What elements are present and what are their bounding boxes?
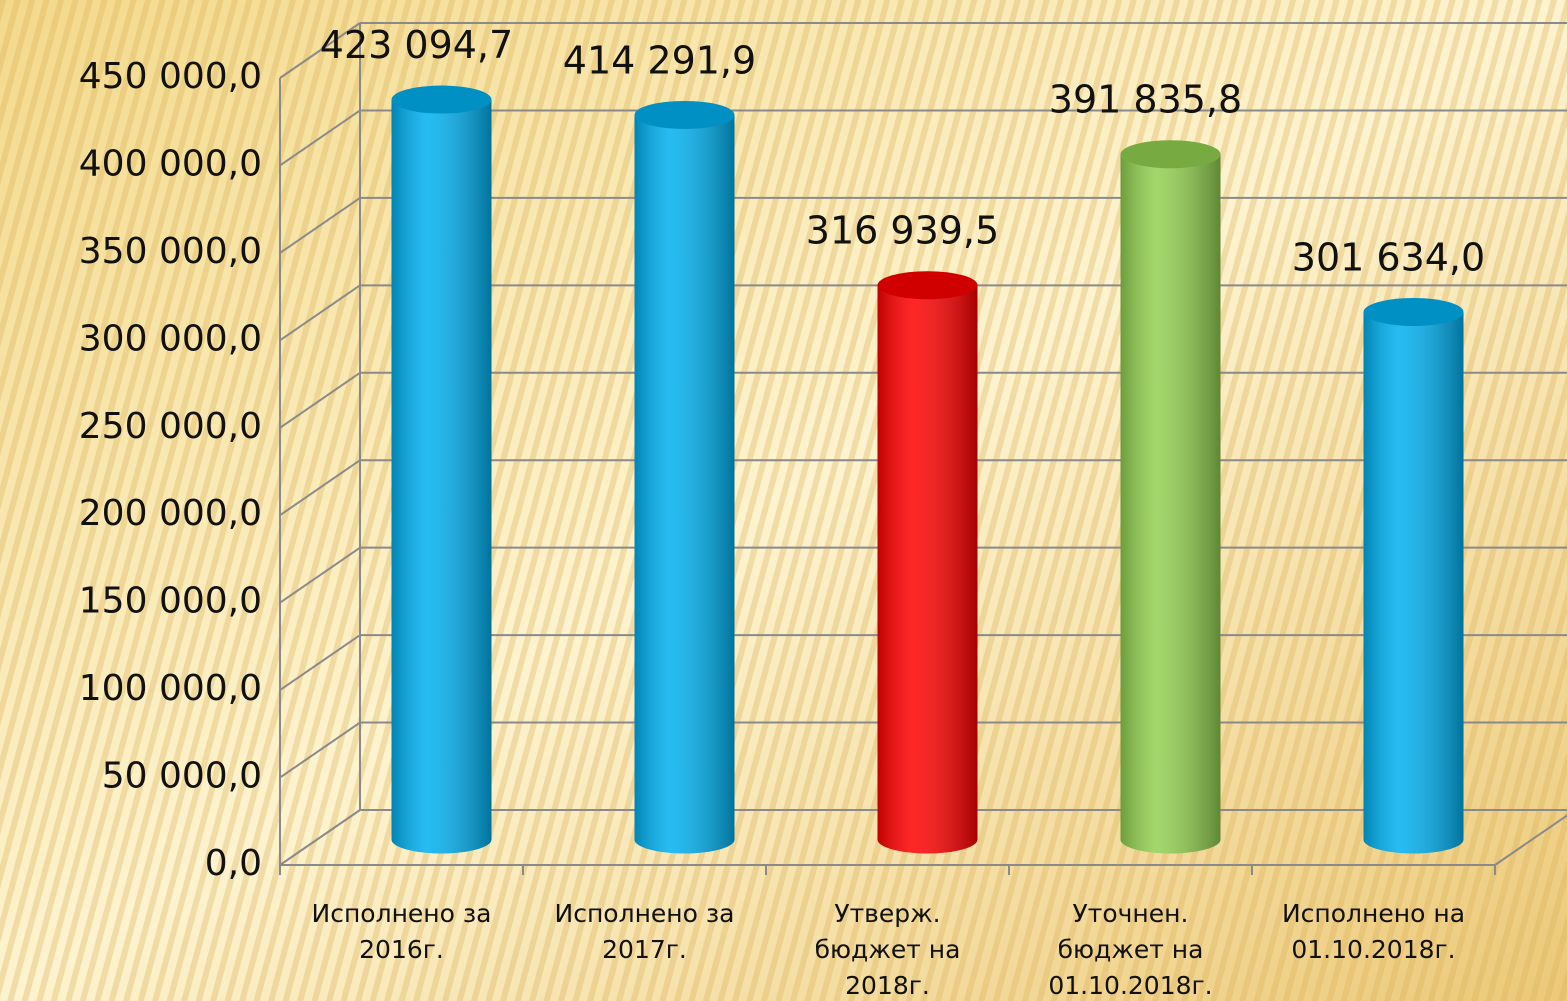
- bar-top-shade: [1120, 140, 1221, 169]
- x-tick-label: Утверж.: [834, 899, 940, 928]
- grid-line: [279, 22, 361, 79]
- y-tick-label: 300 000,0: [79, 318, 262, 359]
- x-tick-label: 2017г.: [602, 935, 687, 964]
- x-tick-label: Уточнен.: [1073, 899, 1189, 928]
- x-tick-label: бюджет на: [815, 935, 961, 964]
- y-tick-label: 100 000,0: [79, 668, 262, 709]
- bar-top: [877, 271, 978, 300]
- bar-shade: [877, 285, 978, 840]
- y-tick-label: 400 000,0: [79, 143, 262, 184]
- x-tick-label: бюджет на: [1058, 935, 1204, 964]
- x-tick-label: Исполнено на: [1282, 899, 1465, 928]
- bar-top: [1363, 297, 1464, 326]
- value-label: 301 634,0: [1292, 235, 1485, 279]
- grid-line: [279, 721, 361, 779]
- value-label: 423 094,7: [320, 23, 513, 67]
- value-label: 414 291,9: [563, 38, 756, 82]
- bar-top: [391, 85, 492, 114]
- grid-line: [279, 459, 361, 517]
- grid-line: [279, 371, 361, 429]
- floor-right: [1494, 814, 1567, 866]
- x-tick-label: 01.10.2018г.: [1291, 935, 1455, 964]
- bar-top: [634, 100, 735, 129]
- bar-shade: [1120, 154, 1221, 840]
- bar-shade: [391, 99, 492, 840]
- x-tick-label: 2018г.: [845, 971, 930, 1000]
- value-label: 316 939,5: [806, 209, 999, 253]
- grid-line: [279, 546, 361, 604]
- y-tick-label: 200 000,0: [79, 493, 262, 534]
- grid-line: [279, 284, 361, 342]
- grid-line: [279, 809, 361, 866]
- grid-line: [279, 634, 361, 691]
- bar-top-shade: [1363, 297, 1464, 326]
- bar-shade: [1363, 311, 1464, 840]
- x-tick-label: 2016г.: [359, 935, 444, 964]
- grid-line: [279, 109, 361, 167]
- x-tick-label: 01.10.2018г.: [1048, 971, 1212, 1000]
- bar-top: [1120, 140, 1221, 169]
- y-tick-label: 450 000,0: [79, 56, 262, 97]
- bar-top-shade: [391, 85, 492, 114]
- y-tick-label: 250 000,0: [79, 406, 262, 447]
- y-tick-label: 50 000,0: [102, 756, 262, 797]
- grid-line: [279, 197, 361, 254]
- value-label: 391 835,8: [1049, 78, 1242, 122]
- y-tick-label: 350 000,0: [79, 231, 262, 272]
- x-tick-label: Исполнено за: [555, 899, 735, 928]
- bar-shade: [634, 114, 735, 840]
- y-tick-label: 150 000,0: [79, 581, 262, 622]
- bar-top-shade: [634, 100, 735, 129]
- x-tick-label: Исполнено за: [312, 899, 492, 928]
- bar-top-shade: [877, 271, 978, 300]
- y-tick-label: 0,0: [205, 843, 262, 884]
